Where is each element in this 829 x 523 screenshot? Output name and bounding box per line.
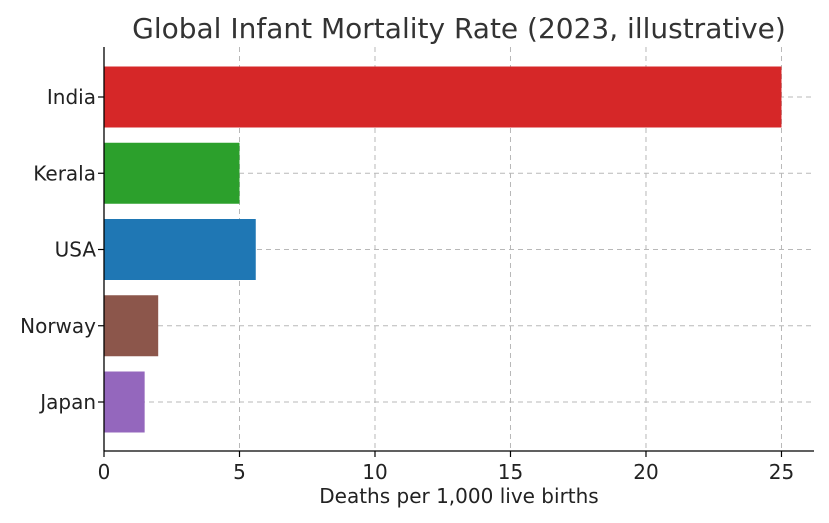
bars — [104, 66, 782, 433]
ticks: 0 5 10 15 20 25 India Kerala USA Norway Japan — [20, 85, 794, 484]
chart-title: Global Infant Mortality Rate (2023, illu… — [132, 12, 786, 45]
bar-usa — [104, 219, 256, 280]
bar-norway — [104, 295, 159, 357]
y-tick-label-kerala: Kerala — [33, 161, 96, 185]
x-tick-label: 15 — [498, 460, 523, 484]
bar-japan — [104, 371, 145, 433]
y-tick-label-india: India — [47, 85, 96, 109]
bar-india — [104, 66, 782, 128]
y-tick-label-norway: Norway — [20, 314, 96, 338]
y-tick-label-japan: Japan — [38, 390, 96, 414]
x-tick-label: 20 — [633, 460, 658, 484]
x-tick-label: 5 — [233, 460, 246, 484]
x-tick-label: 10 — [362, 460, 387, 484]
y-tick-label-usa: USA — [55, 238, 97, 262]
bar-kerala — [104, 142, 240, 204]
x-tick-label: 25 — [769, 460, 794, 484]
x-tick-label: 0 — [98, 460, 111, 484]
x-axis-label: Deaths per 1,000 live births — [319, 484, 598, 508]
